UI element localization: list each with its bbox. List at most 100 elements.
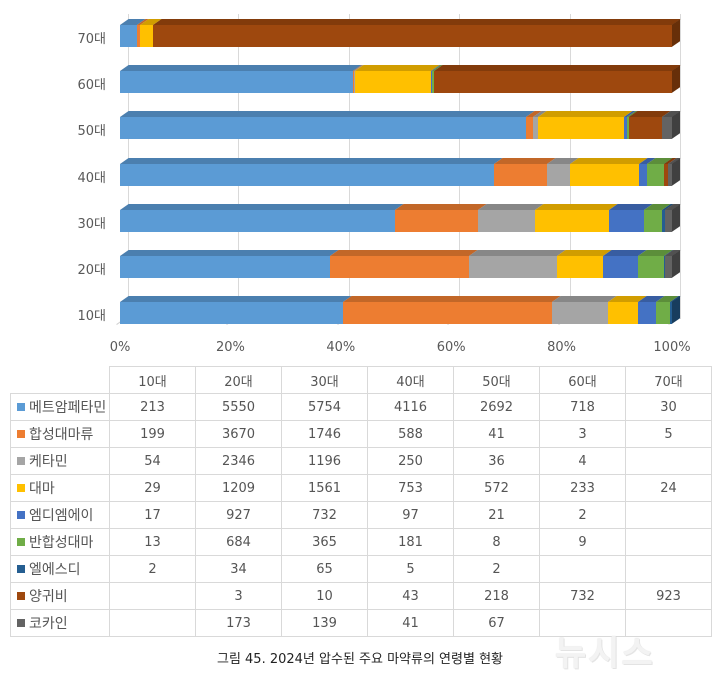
bar-segment <box>532 117 538 140</box>
bar-segment <box>120 163 495 186</box>
x-tick-label: 60% <box>436 340 466 355</box>
table-cell: 218 <box>453 582 540 610</box>
bar-segment <box>551 302 609 325</box>
y-category-label: 60대 <box>77 78 106 94</box>
series-label: 양귀비 <box>10 582 110 610</box>
bar-segment <box>661 117 672 140</box>
bar-segment <box>644 209 662 232</box>
bar-segment <box>477 209 535 232</box>
bar-segment <box>434 71 672 94</box>
bar-segment <box>526 117 533 140</box>
bar-segment <box>656 302 670 325</box>
col-header: 30대 <box>281 366 368 394</box>
table-row: 양귀비 3 10 43 218 732 923 <box>10 582 712 610</box>
table-cell: 21 <box>453 501 540 529</box>
bar-segment <box>431 71 435 94</box>
table-cell: 30 <box>625 393 712 421</box>
bar-70대 <box>120 25 672 47</box>
bar-segment <box>120 71 353 94</box>
bar-segment <box>664 256 666 278</box>
table-cell: 718 <box>539 393 626 421</box>
y-category-label: 50대 <box>77 124 106 140</box>
table-cell: 8 <box>453 528 540 556</box>
table-row: 코카인 173 139 41 67 <box>10 609 712 637</box>
table-cell: 927 <box>195 501 282 529</box>
bar-segment <box>430 71 432 94</box>
bar-side-face <box>672 296 680 324</box>
bar-segment <box>638 302 657 325</box>
table-cell: 5550 <box>195 393 282 421</box>
table-cell <box>625 501 712 529</box>
table-cell: 65 <box>281 555 368 583</box>
legend-swatch-icon <box>17 619 25 627</box>
bar-segment <box>628 117 662 140</box>
legend-swatch-icon <box>17 565 25 573</box>
table-cell <box>625 609 712 637</box>
series-name: 반합성대마 <box>29 535 94 551</box>
table-cell: 213 <box>109 393 196 421</box>
table-cell: 54 <box>109 447 196 475</box>
bar-segment <box>668 163 672 186</box>
bar-segment <box>547 163 571 186</box>
bar-segment <box>329 256 469 278</box>
table-cell: 181 <box>367 528 454 556</box>
bar-segment <box>153 25 672 47</box>
bar-side-face <box>672 250 680 278</box>
series-name: 엠디엠에이 <box>29 508 94 524</box>
table-row: 반합성대마 13 684 365 181 8 9 <box>10 528 712 556</box>
bar-segment <box>665 209 672 232</box>
bar-40대 <box>120 163 672 186</box>
legend-swatch-icon <box>17 511 25 519</box>
bar-segment <box>638 256 665 278</box>
table-cell <box>109 582 196 610</box>
table-cell: 17 <box>109 501 196 529</box>
bar-segment <box>608 302 639 325</box>
table-row: 케타민 54 2346 1196 250 36 4 <box>10 447 712 475</box>
table-cell: 250 <box>367 447 454 475</box>
bar-segment <box>120 256 330 278</box>
y-category-label: 70대 <box>77 32 106 47</box>
table-cell: 43 <box>367 582 454 610</box>
table-cell: 10 <box>281 582 368 610</box>
table-cell: 139 <box>281 609 368 637</box>
legend-swatch-icon <box>17 457 25 465</box>
bar-30대 <box>120 209 672 232</box>
bar-segment <box>624 117 628 140</box>
series-name: 코카인 <box>29 616 68 632</box>
table-cell: 365 <box>281 528 368 556</box>
table-row: 엘에스디 2 34 65 5 2 <box>10 555 712 583</box>
series-label: 엘에스디 <box>10 555 110 583</box>
bar-segment <box>534 209 610 232</box>
legend-swatch-icon <box>17 592 25 600</box>
table-cell: 732 <box>539 582 626 610</box>
bar-segment <box>627 117 629 140</box>
table-cell <box>539 555 626 583</box>
bar-side-face <box>672 111 680 140</box>
table-cell: 732 <box>281 501 368 529</box>
table-cell: 3 <box>195 582 282 610</box>
legend-swatch-icon <box>17 484 25 492</box>
bar-segment <box>638 163 648 186</box>
y-category-label: 20대 <box>77 263 106 278</box>
series-name: 엘에스디 <box>29 562 81 578</box>
table-cell <box>539 609 626 637</box>
table-cell: 3 <box>539 420 626 448</box>
series-label: 합성대마류 <box>10 420 110 448</box>
table-cell: 2346 <box>195 447 282 475</box>
series-label: 대마 <box>10 474 110 502</box>
legend-swatch-icon <box>17 538 25 546</box>
bar-segment <box>353 71 354 94</box>
table-cell: 2 <box>109 555 196 583</box>
table-cell: 5 <box>367 555 454 583</box>
figure-caption: 그림 45. 2024년 압수된 주요 마약류의 연령별 현황 <box>216 652 503 667</box>
series-label: 메트암페타민 <box>10 393 110 421</box>
table-cell: 4 <box>539 447 626 475</box>
table-cell <box>625 528 712 556</box>
bar-segment <box>647 163 664 186</box>
table-header-row: 10대 20대 30대 40대 50대 60대 70대 <box>10 366 712 394</box>
bar-segment <box>139 25 154 47</box>
table-cell <box>625 555 712 583</box>
y-category-label: 10대 <box>77 309 106 325</box>
bar-segment <box>603 256 639 278</box>
bar-side-face <box>672 19 680 47</box>
